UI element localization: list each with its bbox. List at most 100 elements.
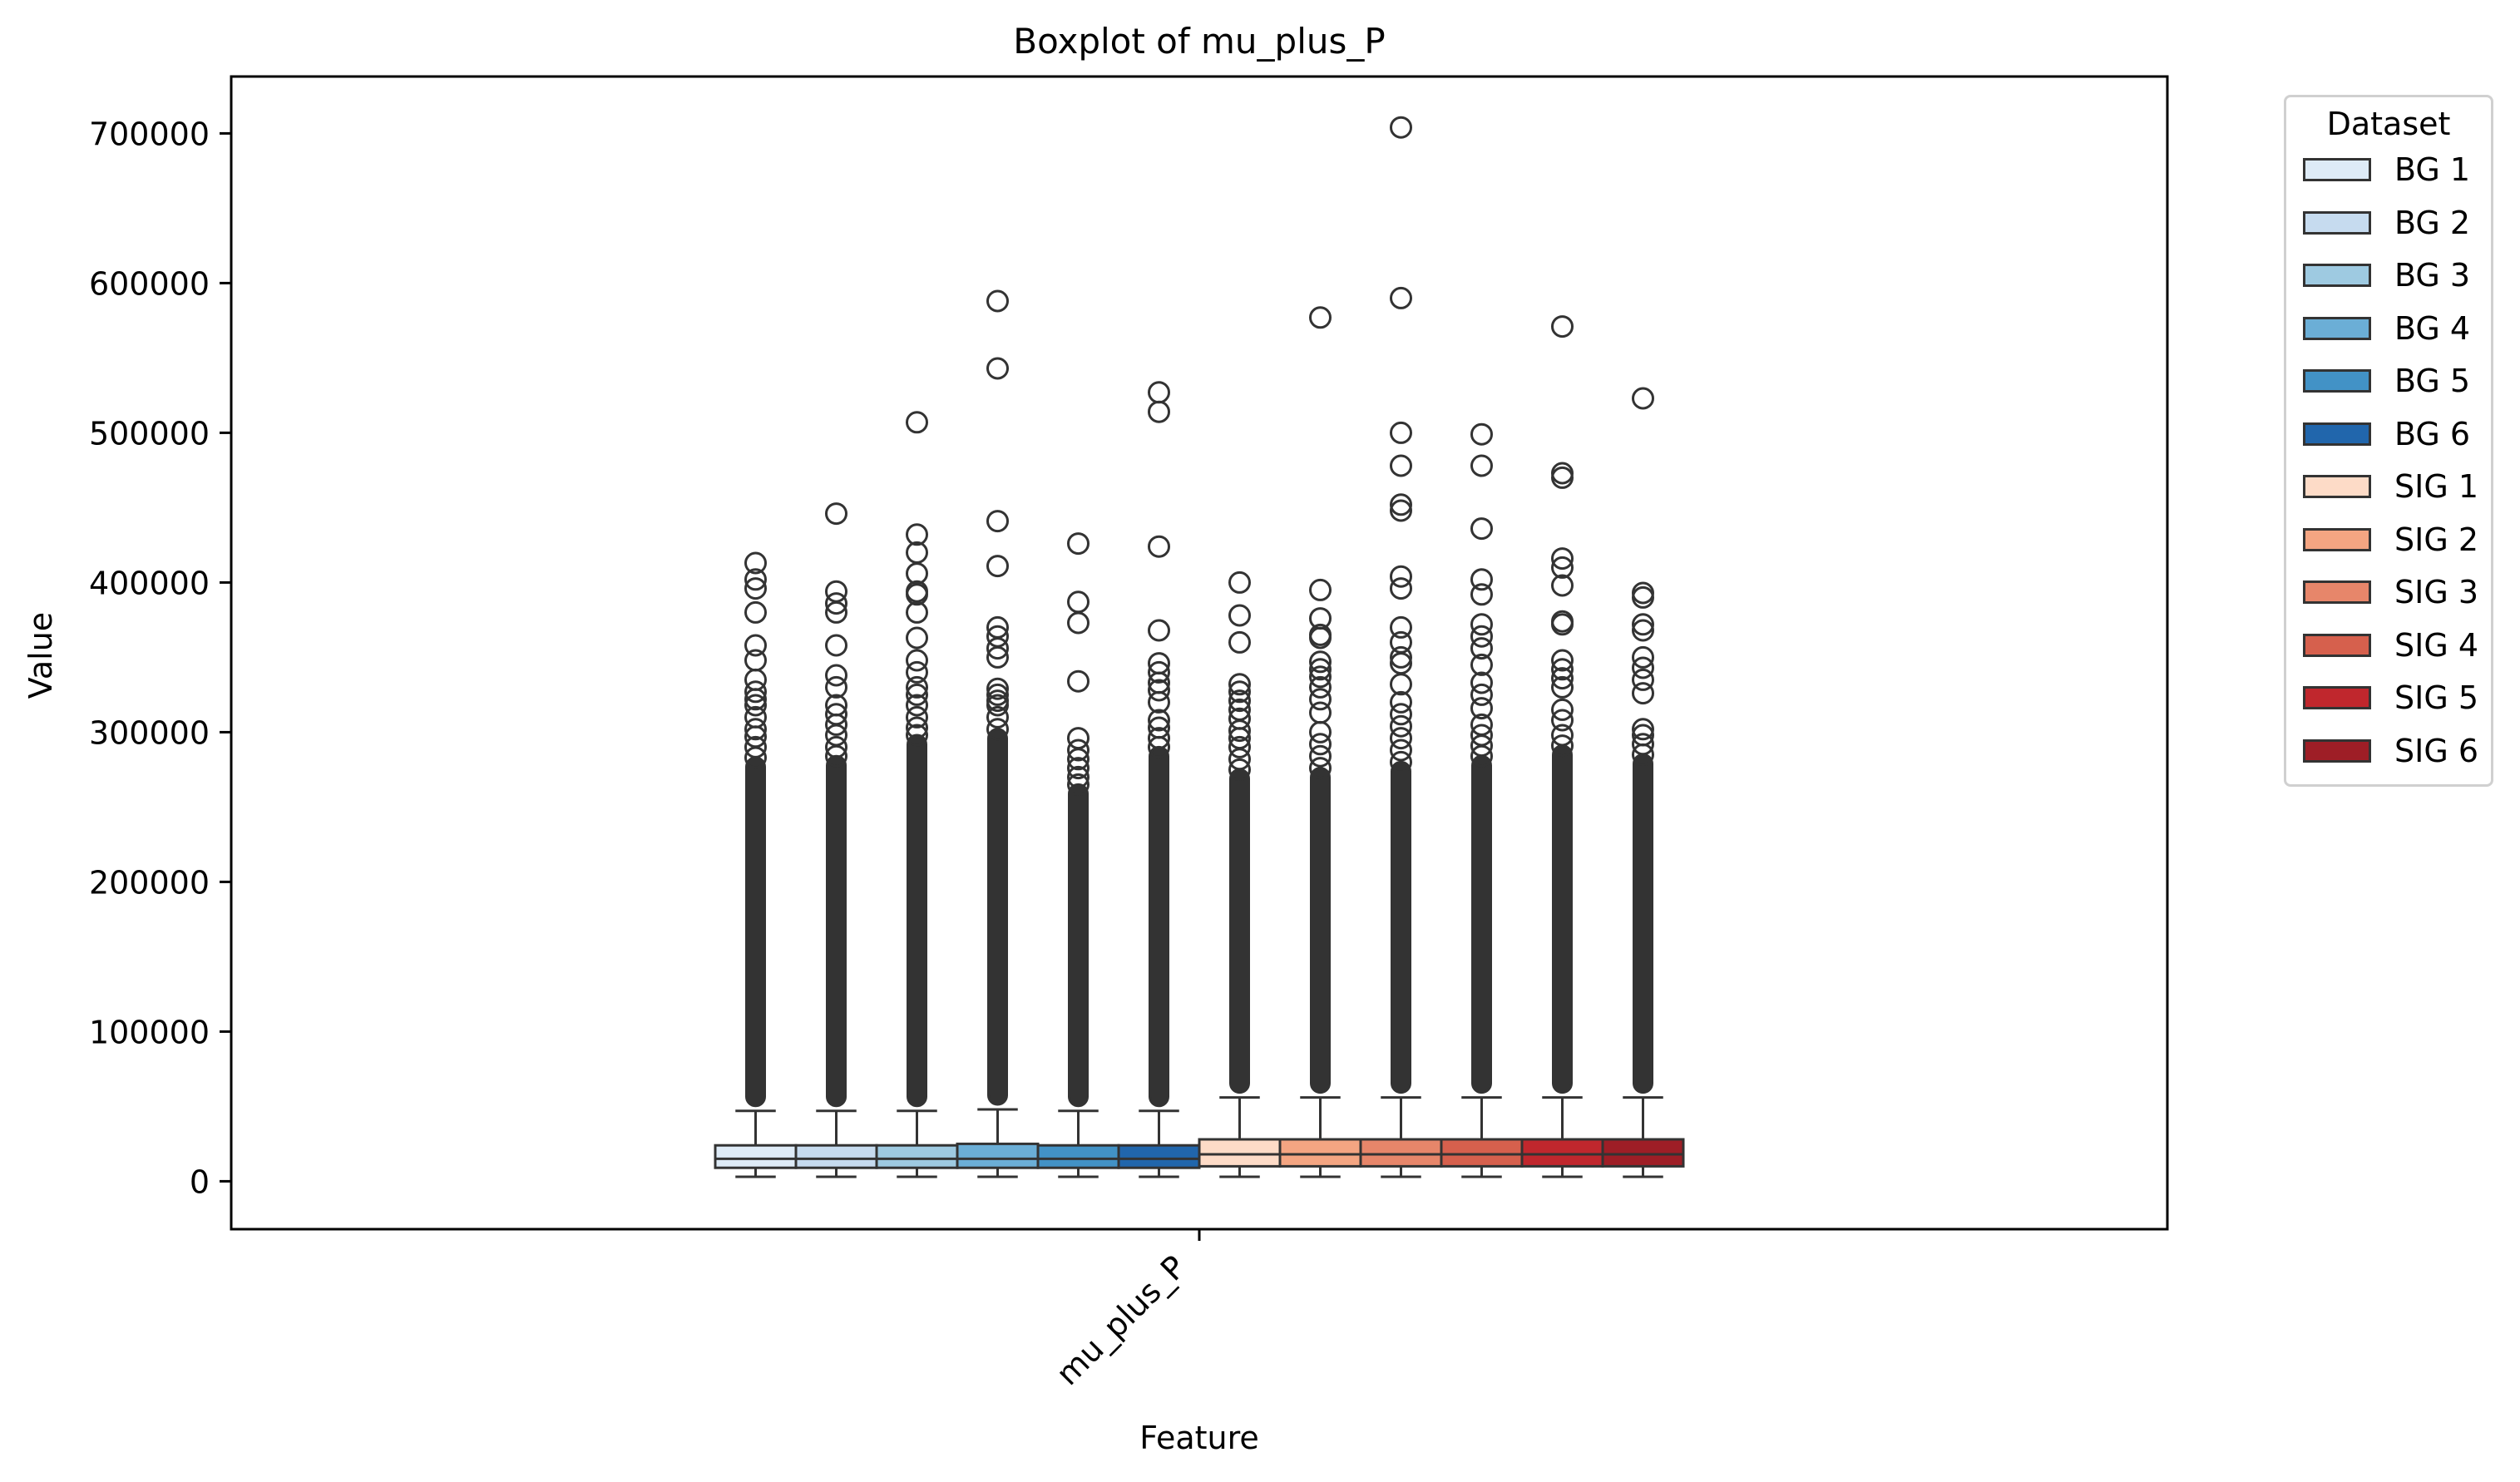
outlier-point <box>1390 493 1412 516</box>
outlier-point <box>1632 682 1654 705</box>
iqr-box <box>1359 1138 1443 1168</box>
legend-label: SIG 6 <box>2394 732 2479 769</box>
outlier-point <box>1551 556 1574 579</box>
outlier-point <box>1390 499 1412 522</box>
outlier-point <box>1551 574 1574 597</box>
iqr-box <box>1198 1138 1282 1168</box>
box-bg-2 <box>794 502 878 1178</box>
box-bg-6 <box>1117 381 1201 1178</box>
outlier-point <box>1309 733 1332 756</box>
outlier-point <box>1470 613 1493 636</box>
legend-label: BG 6 <box>2394 415 2471 452</box>
outlier-point <box>906 649 928 672</box>
outlier-point <box>825 592 847 615</box>
outlier-point <box>1309 688 1332 711</box>
outlier-point <box>1228 689 1251 713</box>
outlier-point <box>1632 613 1654 636</box>
outlier-point <box>1228 758 1251 781</box>
y-axis: 0 100000 200000 300000 400000 500000 600000 700… <box>89 116 231 1200</box>
outlier-point <box>1470 744 1493 768</box>
legend-swatch <box>2303 739 2371 763</box>
outlier-point <box>1067 765 1090 788</box>
outlier-point <box>1148 660 1170 684</box>
outlier-point <box>1632 668 1654 691</box>
outlier-point <box>906 411 928 434</box>
outlier-point <box>1067 757 1090 780</box>
outlier-point <box>1148 381 1170 404</box>
outlier-point <box>1148 679 1170 702</box>
outlier-point <box>1632 743 1654 766</box>
y-tick-label: 200000 <box>89 864 210 901</box>
iqr-box <box>1440 1138 1524 1168</box>
outlier-point <box>1309 306 1332 329</box>
outlier-point <box>986 683 1009 706</box>
outlier-point <box>744 688 767 711</box>
y-tick-label: 600000 <box>89 265 210 302</box>
outlier-point <box>1632 656 1654 679</box>
legend-label: SIG 1 <box>2394 468 2479 505</box>
outlier-point <box>986 510 1009 533</box>
outlier-point <box>744 577 767 600</box>
box-sig-2 <box>1278 306 1362 1178</box>
outlier-point <box>1470 422 1493 446</box>
outlier-point <box>1309 720 1332 743</box>
legend-swatch <box>2303 316 2371 340</box>
outlier-point <box>1470 625 1493 648</box>
outlier-point <box>825 502 847 526</box>
outlier-point <box>1390 116 1412 139</box>
legend-label: BG 5 <box>2394 363 2471 399</box>
outlier-point <box>1067 773 1090 796</box>
outlier-point <box>1470 517 1493 541</box>
outlier-point <box>1228 571 1251 594</box>
legend-swatch <box>2303 580 2371 604</box>
outlier-point <box>1067 748 1090 771</box>
outlier-point <box>1551 724 1574 747</box>
box-sig-1 <box>1198 571 1282 1178</box>
chart-title: Boxplot of mu_plus_P <box>1013 21 1385 62</box>
outlier-point <box>1309 757 1332 780</box>
outlier-point <box>906 724 928 747</box>
outlier-point <box>1390 286 1412 309</box>
outlier-point <box>1632 718 1654 741</box>
y-tick-label: 100000 <box>89 1014 210 1050</box>
iqr-box <box>875 1144 959 1169</box>
outlier-point <box>825 580 847 603</box>
outlier-point <box>1551 315 1574 338</box>
outlier-point <box>1551 675 1574 699</box>
outlier-point <box>906 683 928 706</box>
outlier-dense-band <box>1149 745 1169 1108</box>
legend-item: BG 6 <box>2303 413 2470 455</box>
outlier-point <box>744 718 767 741</box>
outlier-point <box>1067 669 1090 693</box>
outlier-point <box>1470 697 1493 720</box>
outlier-point <box>1067 727 1090 750</box>
outlier-point <box>906 705 928 729</box>
outlier-point <box>906 583 928 606</box>
box-bg-4 <box>956 289 1040 1178</box>
iqr-box <box>1117 1144 1201 1169</box>
legend-item: SIG 2 <box>2303 519 2478 561</box>
legend-swatch <box>2303 369 2371 393</box>
outlier-point <box>1551 658 1574 681</box>
outlier-point <box>1067 739 1090 762</box>
outlier-point <box>1551 667 1574 690</box>
legend-item: SIG 1 <box>2303 466 2478 507</box>
outlier-point <box>1632 619 1654 642</box>
outlier-point <box>1309 650 1332 674</box>
outlier-point <box>744 551 767 575</box>
outlier-point <box>744 694 767 717</box>
outlier-point <box>1148 735 1170 758</box>
x-axis-label: Feature <box>1139 1420 1259 1456</box>
outlier-point <box>986 645 1009 669</box>
outlier-point <box>906 600 928 624</box>
legend-swatch <box>2303 686 2371 709</box>
outlier-point <box>1390 673 1412 696</box>
outlier-point <box>1390 645 1412 669</box>
outlier-point <box>1309 658 1332 681</box>
outlier-point <box>986 555 1009 578</box>
outlier-point <box>1309 701 1332 724</box>
outlier-point <box>1551 734 1574 758</box>
outlier-point <box>1228 680 1251 704</box>
outlier-point <box>825 713 847 736</box>
